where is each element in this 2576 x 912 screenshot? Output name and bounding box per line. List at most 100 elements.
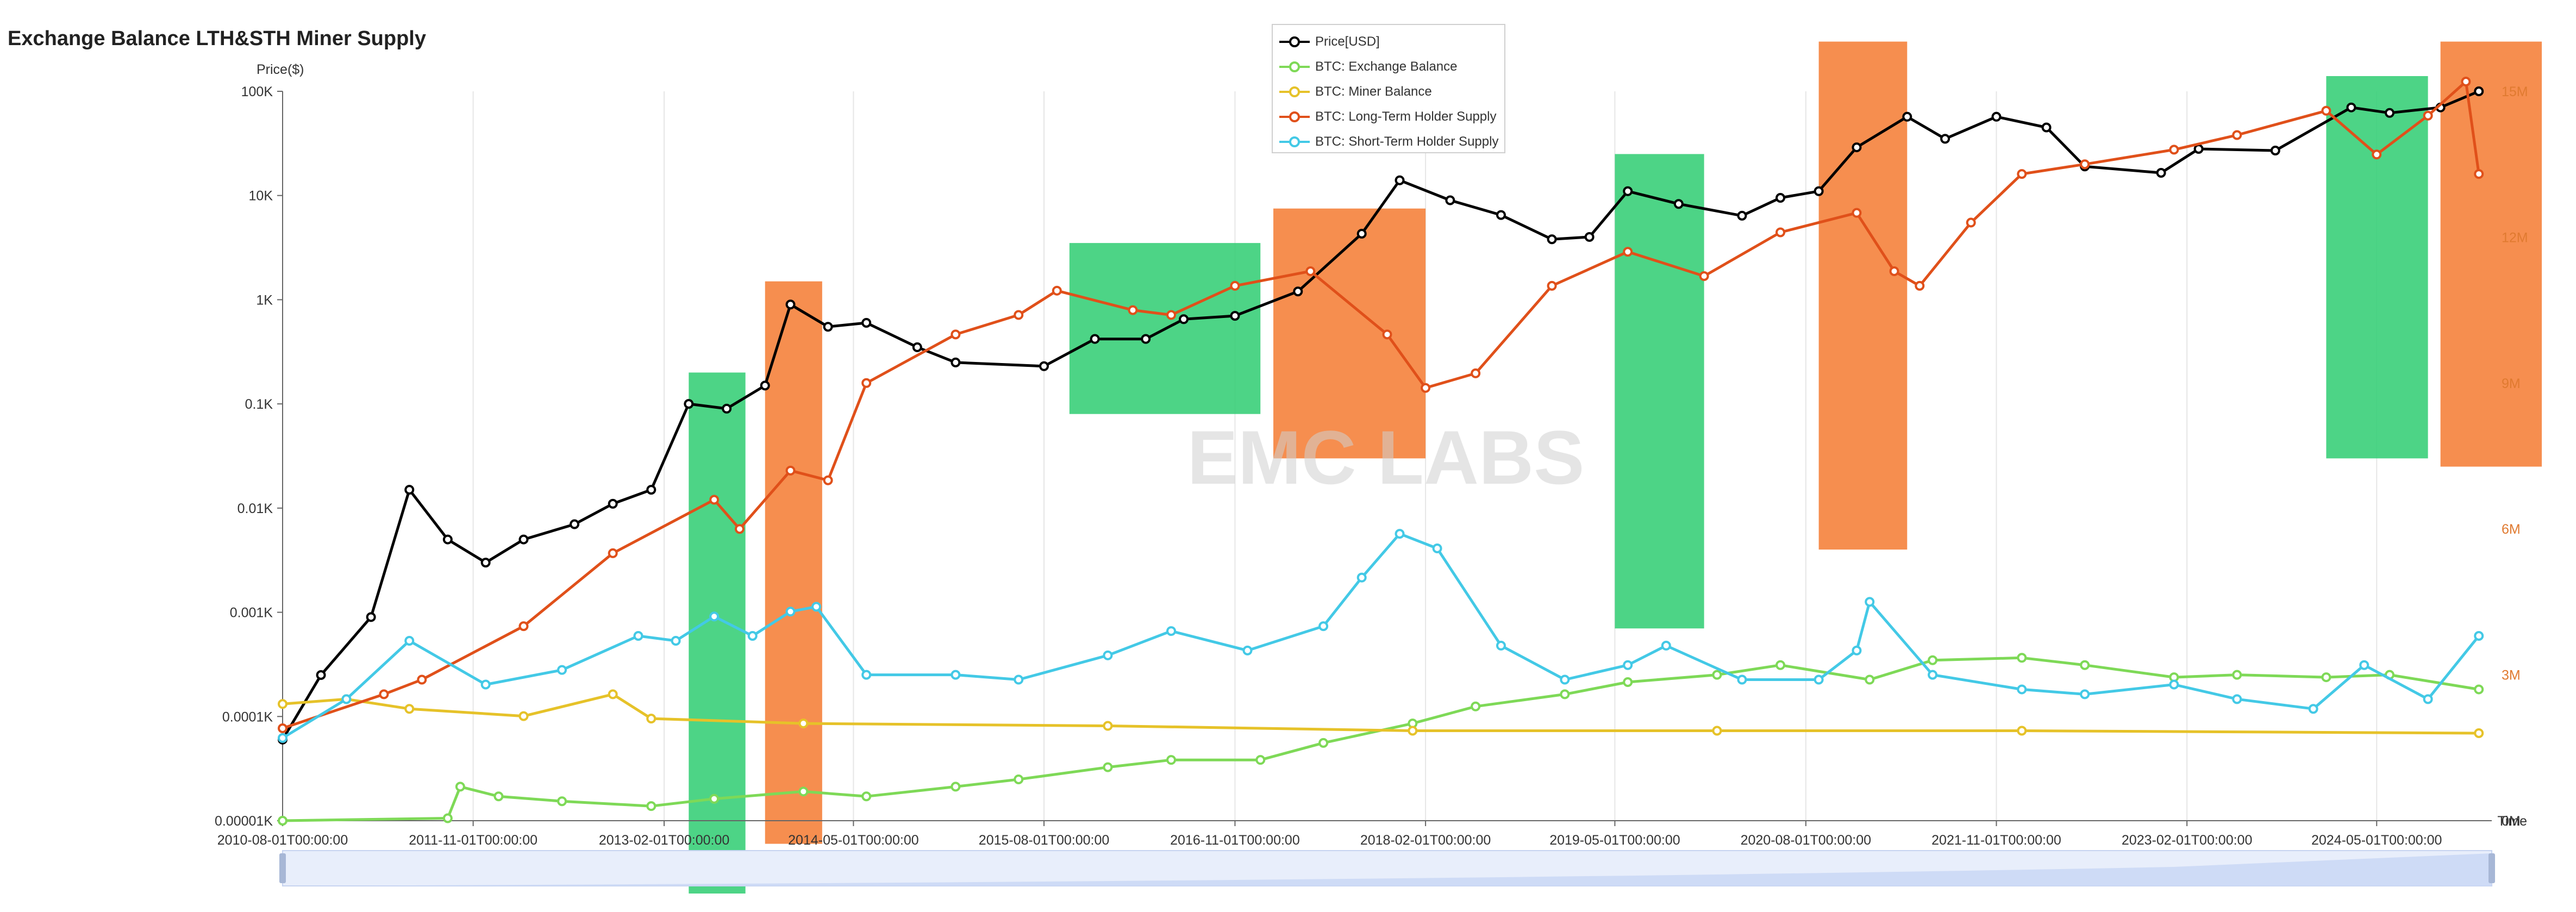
x-axis-label: Time bbox=[2497, 814, 2527, 829]
data-point bbox=[1395, 175, 1405, 185]
data-point bbox=[404, 485, 415, 495]
data-point bbox=[2017, 653, 2027, 663]
data-point bbox=[1471, 701, 1481, 711]
axes: 2010-08-01T00:00:00 2011-11-01T00:00:00 20… bbox=[215, 62, 2528, 848]
data-point bbox=[1865, 597, 1875, 607]
data-point bbox=[1852, 208, 1862, 218]
data-point bbox=[608, 689, 618, 699]
y-tick-label-left: 0.001K bbox=[230, 605, 273, 621]
x-tick-label: 2013-02-01T00:00:00 bbox=[599, 833, 729, 848]
legend-swatch-marker bbox=[1289, 136, 1300, 147]
series-line-btc-short-term-holder-supply bbox=[282, 532, 2480, 740]
data-point bbox=[1395, 529, 1405, 539]
data-point bbox=[2474, 169, 2484, 179]
zoom-preview bbox=[283, 853, 2492, 886]
legend-item-btc-short-term-holder-supply[interactable]: BTC: Short-Term Holder Supply bbox=[1278, 129, 1499, 154]
legend-item-btc-miner-balance[interactable]: BTC: Miner Balance bbox=[1278, 79, 1499, 104]
data-point bbox=[2080, 159, 2090, 170]
data-point bbox=[734, 524, 745, 534]
data-point bbox=[1584, 232, 1595, 242]
data-point bbox=[1699, 271, 1709, 281]
x-tick-label: 2024-05-01T00:00:00 bbox=[2311, 833, 2442, 848]
legend-item-btc-long-term-holder-supply[interactable]: BTC: Long-Term Holder Supply bbox=[1278, 104, 1499, 129]
data-point bbox=[1255, 755, 1266, 765]
highlight-box-green bbox=[2326, 76, 2428, 459]
data-point bbox=[1928, 670, 1938, 680]
x-tick-label: 2018-02-01T00:00:00 bbox=[1360, 833, 1491, 848]
data-point bbox=[1623, 660, 1633, 670]
x-tick-label: 2019-05-01T00:00:00 bbox=[1549, 833, 1680, 848]
legend-label: Price[USD] bbox=[1315, 34, 1380, 49]
data-point bbox=[1166, 755, 1177, 765]
data-point bbox=[1712, 670, 1722, 680]
data-point bbox=[1814, 186, 1824, 196]
data-point bbox=[1128, 305, 1138, 315]
data-point bbox=[2169, 145, 2179, 155]
zoom-handle-left bbox=[279, 853, 286, 883]
data-point bbox=[1712, 726, 1722, 736]
data-point bbox=[1915, 280, 1925, 291]
data-point bbox=[1547, 234, 1557, 245]
data-point bbox=[2321, 672, 2331, 683]
series-line-btc-miner-balance bbox=[282, 692, 2479, 735]
data-point bbox=[557, 665, 567, 675]
data-point bbox=[1230, 280, 1240, 291]
data-point bbox=[2156, 168, 2166, 178]
series-layer bbox=[278, 77, 2484, 826]
data-point bbox=[1814, 674, 1824, 685]
data-point bbox=[404, 704, 415, 714]
data-point bbox=[1673, 199, 1684, 209]
data-point bbox=[747, 631, 758, 641]
x-tick-label: 2020-08-01T00:00:00 bbox=[1741, 833, 1871, 848]
data-point bbox=[912, 342, 922, 352]
highlight-box-orange bbox=[765, 281, 822, 844]
legend-swatch bbox=[1279, 36, 1310, 47]
data-point bbox=[2080, 660, 2090, 670]
legend-item-btc-exchange-balance[interactable]: BTC: Exchange Balance bbox=[1278, 54, 1499, 79]
zoom-slider[interactable] bbox=[279, 850, 2495, 886]
legend-swatch-marker bbox=[1289, 86, 1300, 97]
data-point bbox=[608, 548, 618, 558]
data-point bbox=[366, 612, 376, 622]
data-point bbox=[1293, 286, 1303, 297]
legend-swatch-marker bbox=[1289, 111, 1300, 122]
data-point bbox=[442, 534, 453, 545]
data-point bbox=[1737, 210, 1747, 221]
legend-swatch bbox=[1279, 86, 1310, 97]
data-point bbox=[2474, 728, 2484, 738]
data-point bbox=[2474, 631, 2484, 641]
data-point bbox=[861, 670, 872, 680]
data-point bbox=[1305, 266, 1316, 277]
data-point bbox=[2346, 102, 2356, 113]
data-point bbox=[760, 380, 770, 391]
y-tick-label-right: 0M bbox=[2502, 814, 2521, 829]
data-point bbox=[951, 329, 961, 340]
series-line-price-usd bbox=[281, 90, 2480, 741]
data-point bbox=[1852, 142, 1862, 153]
data-point bbox=[1052, 285, 1062, 296]
data-point bbox=[951, 357, 961, 367]
data-point bbox=[1623, 247, 1633, 257]
data-point bbox=[798, 786, 809, 797]
data-point bbox=[1318, 621, 1329, 632]
chart-title: Exchange Balance LTH&STH Miner Supply bbox=[8, 27, 427, 50]
legend: Price[USD] BTC: Exchange Balance BTC: Mine… bbox=[1272, 24, 1505, 153]
data-point bbox=[2474, 684, 2484, 695]
data-point bbox=[646, 801, 656, 811]
x-tick-label: 2014-05-01T00:00:00 bbox=[788, 833, 918, 848]
highlight-boxes bbox=[689, 41, 2542, 894]
data-point bbox=[861, 791, 872, 802]
data-point bbox=[633, 631, 643, 641]
data-point bbox=[1661, 640, 1671, 651]
data-point bbox=[1496, 210, 1506, 220]
data-point bbox=[785, 607, 796, 617]
x-tick-label: 2016-11-01T00:00:00 bbox=[1170, 833, 1300, 848]
legend-label: BTC: Long-Term Holder Supply bbox=[1315, 109, 1497, 124]
data-point bbox=[798, 719, 809, 729]
data-point bbox=[1940, 134, 1950, 144]
data-point bbox=[1103, 762, 1113, 772]
data-point bbox=[2193, 143, 2204, 154]
legend-item-price-usd[interactable]: Price[USD] bbox=[1278, 29, 1499, 54]
data-point bbox=[1991, 111, 2002, 122]
